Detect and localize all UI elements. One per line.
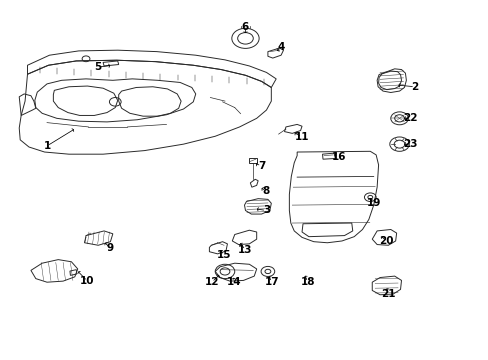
Text: 22: 22	[402, 113, 417, 123]
Text: 17: 17	[264, 277, 279, 287]
Text: 11: 11	[294, 132, 308, 142]
Text: 7: 7	[257, 161, 264, 171]
Text: 18: 18	[300, 277, 314, 287]
Text: 21: 21	[381, 289, 395, 299]
Text: 23: 23	[402, 139, 417, 149]
Text: 9: 9	[106, 243, 114, 253]
Text: 16: 16	[331, 152, 345, 162]
Text: 2: 2	[411, 82, 418, 92]
Text: 19: 19	[366, 198, 380, 208]
Text: 13: 13	[238, 245, 252, 255]
Text: 3: 3	[262, 206, 269, 216]
Text: 4: 4	[277, 42, 284, 52]
Text: 20: 20	[378, 236, 392, 246]
Text: 14: 14	[226, 277, 241, 287]
Text: 10: 10	[80, 276, 95, 286]
Text: 15: 15	[216, 250, 231, 260]
Text: 6: 6	[242, 22, 248, 32]
Text: 1: 1	[43, 141, 51, 151]
Text: 8: 8	[262, 186, 269, 196]
Text: 5: 5	[94, 62, 102, 72]
Text: 12: 12	[204, 277, 219, 287]
